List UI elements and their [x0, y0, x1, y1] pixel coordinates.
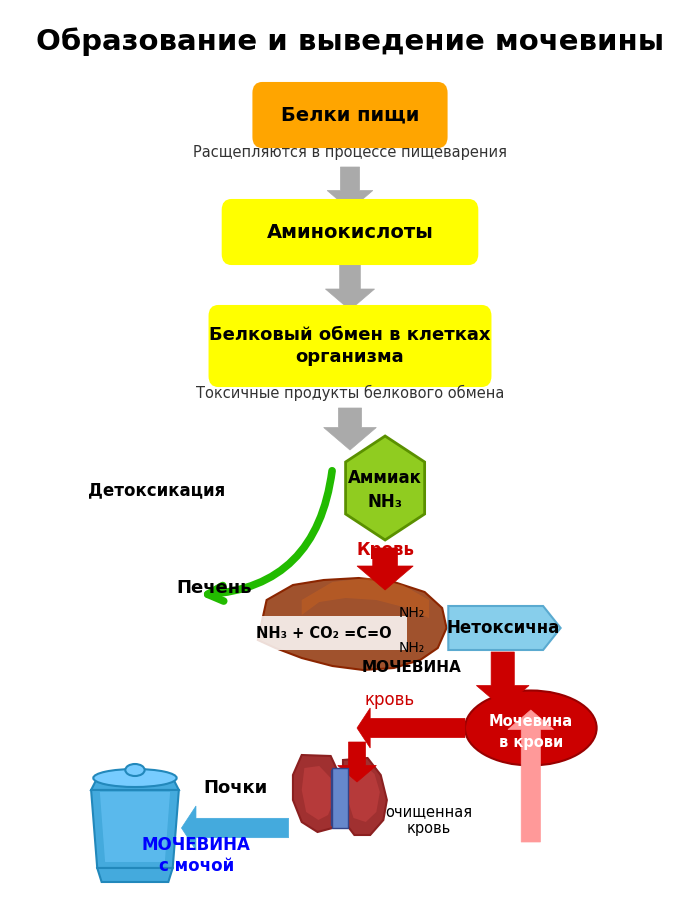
Polygon shape [181, 806, 288, 850]
FancyBboxPatch shape [223, 200, 477, 264]
Text: очищенная
кровь: очищенная кровь [386, 804, 473, 836]
Text: кровь: кровь [365, 691, 414, 709]
Polygon shape [100, 792, 170, 862]
Text: NH₂: NH₂ [398, 641, 425, 655]
Polygon shape [323, 408, 377, 450]
Polygon shape [97, 868, 173, 882]
Text: Расщепляются в процессе пищеварения: Расщепляются в процессе пищеварения [193, 146, 507, 160]
Polygon shape [327, 167, 373, 210]
Text: Печень: Печень [176, 579, 252, 597]
Text: Мочевина: Мочевина [489, 715, 573, 729]
Text: с мочой: с мочой [159, 857, 234, 875]
Polygon shape [346, 436, 425, 540]
Text: Кровь: Кровь [356, 541, 414, 559]
Polygon shape [508, 710, 554, 842]
Polygon shape [337, 742, 377, 782]
Text: NH₃: NH₃ [368, 493, 402, 511]
Polygon shape [346, 764, 380, 822]
Text: Детоксикация: Детоксикация [88, 481, 225, 499]
Polygon shape [357, 708, 465, 748]
Text: МОЧЕВИНА: МОЧЕВИНА [142, 836, 251, 854]
Text: Нетоксична: Нетоксична [446, 619, 559, 637]
Ellipse shape [125, 764, 145, 776]
Polygon shape [357, 548, 413, 590]
Polygon shape [477, 652, 529, 708]
Polygon shape [448, 606, 561, 650]
Text: Белковый обмен в клетках
организма: Белковый обмен в клетках организма [209, 326, 491, 366]
FancyBboxPatch shape [209, 306, 491, 386]
Text: Аммиак: Аммиак [348, 469, 422, 487]
Polygon shape [302, 766, 334, 820]
Ellipse shape [465, 690, 596, 766]
Text: Белки пищи: Белки пищи [281, 105, 419, 124]
Polygon shape [258, 578, 447, 670]
Text: МОЧЕВИНА: МОЧЕВИНА [362, 660, 461, 676]
FancyArrowPatch shape [208, 471, 332, 601]
Ellipse shape [93, 769, 176, 787]
Polygon shape [293, 755, 341, 832]
Text: в крови: в крови [498, 735, 563, 749]
FancyBboxPatch shape [241, 616, 407, 650]
Text: NH₂: NH₂ [398, 606, 425, 620]
Polygon shape [302, 578, 429, 618]
Text: Почки: Почки [204, 779, 268, 797]
Polygon shape [91, 790, 179, 868]
FancyBboxPatch shape [253, 83, 447, 147]
Polygon shape [91, 778, 179, 790]
Text: Аминокислоты: Аминокислоты [267, 223, 433, 242]
Polygon shape [343, 758, 387, 835]
Text: NH₃ + CO₂ =C=O: NH₃ + CO₂ =C=O [256, 627, 391, 641]
Polygon shape [326, 255, 374, 310]
Text: Токсичные продукты белкового обмена: Токсичные продукты белкового обмена [196, 385, 504, 401]
Text: Образование и выведение мочевины: Образование и выведение мочевины [36, 28, 664, 56]
FancyBboxPatch shape [332, 768, 348, 828]
Polygon shape [330, 770, 343, 825]
